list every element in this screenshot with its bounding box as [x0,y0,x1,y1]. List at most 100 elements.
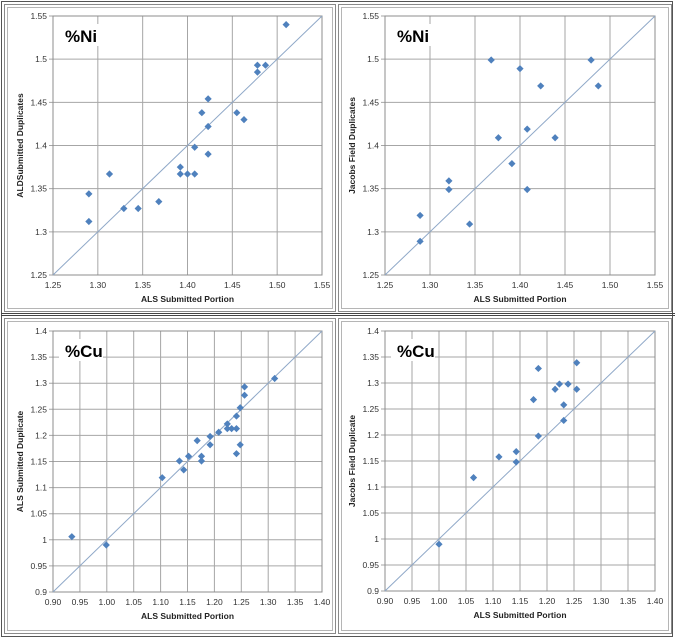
y-tick-label: 1.4 [35,141,47,151]
data-point [176,170,184,178]
data-point [523,125,531,133]
data-point [85,217,93,226]
data-point [516,65,524,73]
x-tick-label: 1.50 [269,280,286,290]
data-point [555,380,564,388]
y-tick-label: 1.3 [367,378,379,388]
plot-area [384,330,656,592]
data-point [466,220,474,228]
data-point [487,56,495,64]
data-point [271,374,279,383]
y-tick-label: 1.5 [367,54,379,64]
data-point [587,56,595,64]
data-point [176,163,184,171]
data-point [206,441,214,449]
y-tick-label: 0.95 [362,560,379,570]
x-tick-label: 1.00 [431,596,448,606]
data-point [537,82,545,90]
y-tick-label: 1.55 [30,11,47,21]
data-point [469,474,478,482]
y-tick-label: 1.05 [30,509,47,519]
data-point [512,458,520,466]
panel-label-bg [391,339,435,361]
data-point [68,533,76,541]
data-point [232,425,241,433]
y-tick-label: 1.25 [362,270,379,280]
data-point [233,109,241,117]
x-tick-label: 1.45 [557,280,574,290]
x-tick-label: 1.40 [512,280,529,290]
data-point [512,448,520,456]
data-point [191,143,199,151]
y-tick-label: 1.3 [35,227,47,237]
y-tick-label: 1.35 [30,352,47,362]
x-tick-label: 1.10 [485,596,502,606]
y-axis-title: Jacobs Field Duplicate [347,415,357,507]
panel-ni-jacobs [338,4,672,312]
data-point [198,109,206,117]
x-tick-label: 1.25 [377,280,394,290]
data-point [508,160,516,168]
data-point [261,61,270,69]
data-point [204,95,212,103]
data-point [105,170,114,178]
data-point [560,401,568,409]
y-tick-label: 1.3 [35,378,47,388]
y-tick-label: 1.25 [30,404,47,414]
x-tick-label: 1.25 [566,596,583,606]
data-point [435,540,443,548]
data-point [232,450,241,458]
data-point [232,412,241,420]
x-tick-label: 1.55 [647,280,664,290]
x-tick-label: 1.15 [179,597,196,607]
y-tick-label: 1.15 [362,456,379,466]
y-tick-label: 1.45 [362,97,379,107]
x-tick-label: 1.10 [152,597,169,607]
y-tick-label: 1.5 [35,54,47,64]
data-point [206,432,214,441]
data-point [253,68,262,76]
x-tick-label: 1.45 [224,280,241,290]
data-point [184,452,193,460]
y-tick-label: 1 [374,534,379,544]
data-point [204,150,212,158]
data-point [223,425,231,433]
data-point [180,466,188,474]
panel-label: %Cu [65,342,103,361]
y-tick-label: 1.1 [367,482,379,492]
data-point [416,211,424,220]
x-tick-label: 0.90 [377,596,394,606]
x-axis-title: ALS Submitted Portion [473,610,566,620]
y-tick-label: 1.05 [362,508,379,518]
x-tick-label: 0.90 [45,597,62,607]
x-tick-label: 1.05 [125,597,142,607]
y-tick-label: 0.9 [35,587,47,597]
x-tick-label: 1.35 [467,280,484,290]
panel-label: %Ni [65,27,97,46]
data-point [155,198,163,206]
chart-0: %Ni 1.25 1.30 1.35 1.40 1.45 1.50 1.55 1.25 1.3 1.… [15,11,331,304]
y-tick-label: 0.95 [30,561,47,571]
x-tick-label: 1.40 [647,596,664,606]
x-tick-label: 1.30 [260,597,277,607]
y-tick-label: 1.1 [35,483,47,493]
x-tick-label: 1.15 [512,596,529,606]
y-tick-label: 1.35 [362,184,379,194]
data-point [523,185,531,194]
reference-line [384,15,656,276]
y-tick-label: 1.35 [362,352,379,362]
data-point [529,396,538,404]
x-axis-title: ALS Submitted Portion [473,294,566,304]
data-point [215,428,223,436]
panel-label-bg [59,339,103,361]
y-tick-label: 1.4 [35,326,47,336]
y-tick-label: 1.55 [362,11,379,21]
data-point [494,134,502,142]
x-tick-label: 1.20 [206,597,223,607]
x-tick-label: 1.30 [422,280,439,290]
x-tick-label: 0.95 [404,596,421,606]
panel-label-bg [59,24,103,46]
x-tick-label: 1.20 [539,596,556,606]
